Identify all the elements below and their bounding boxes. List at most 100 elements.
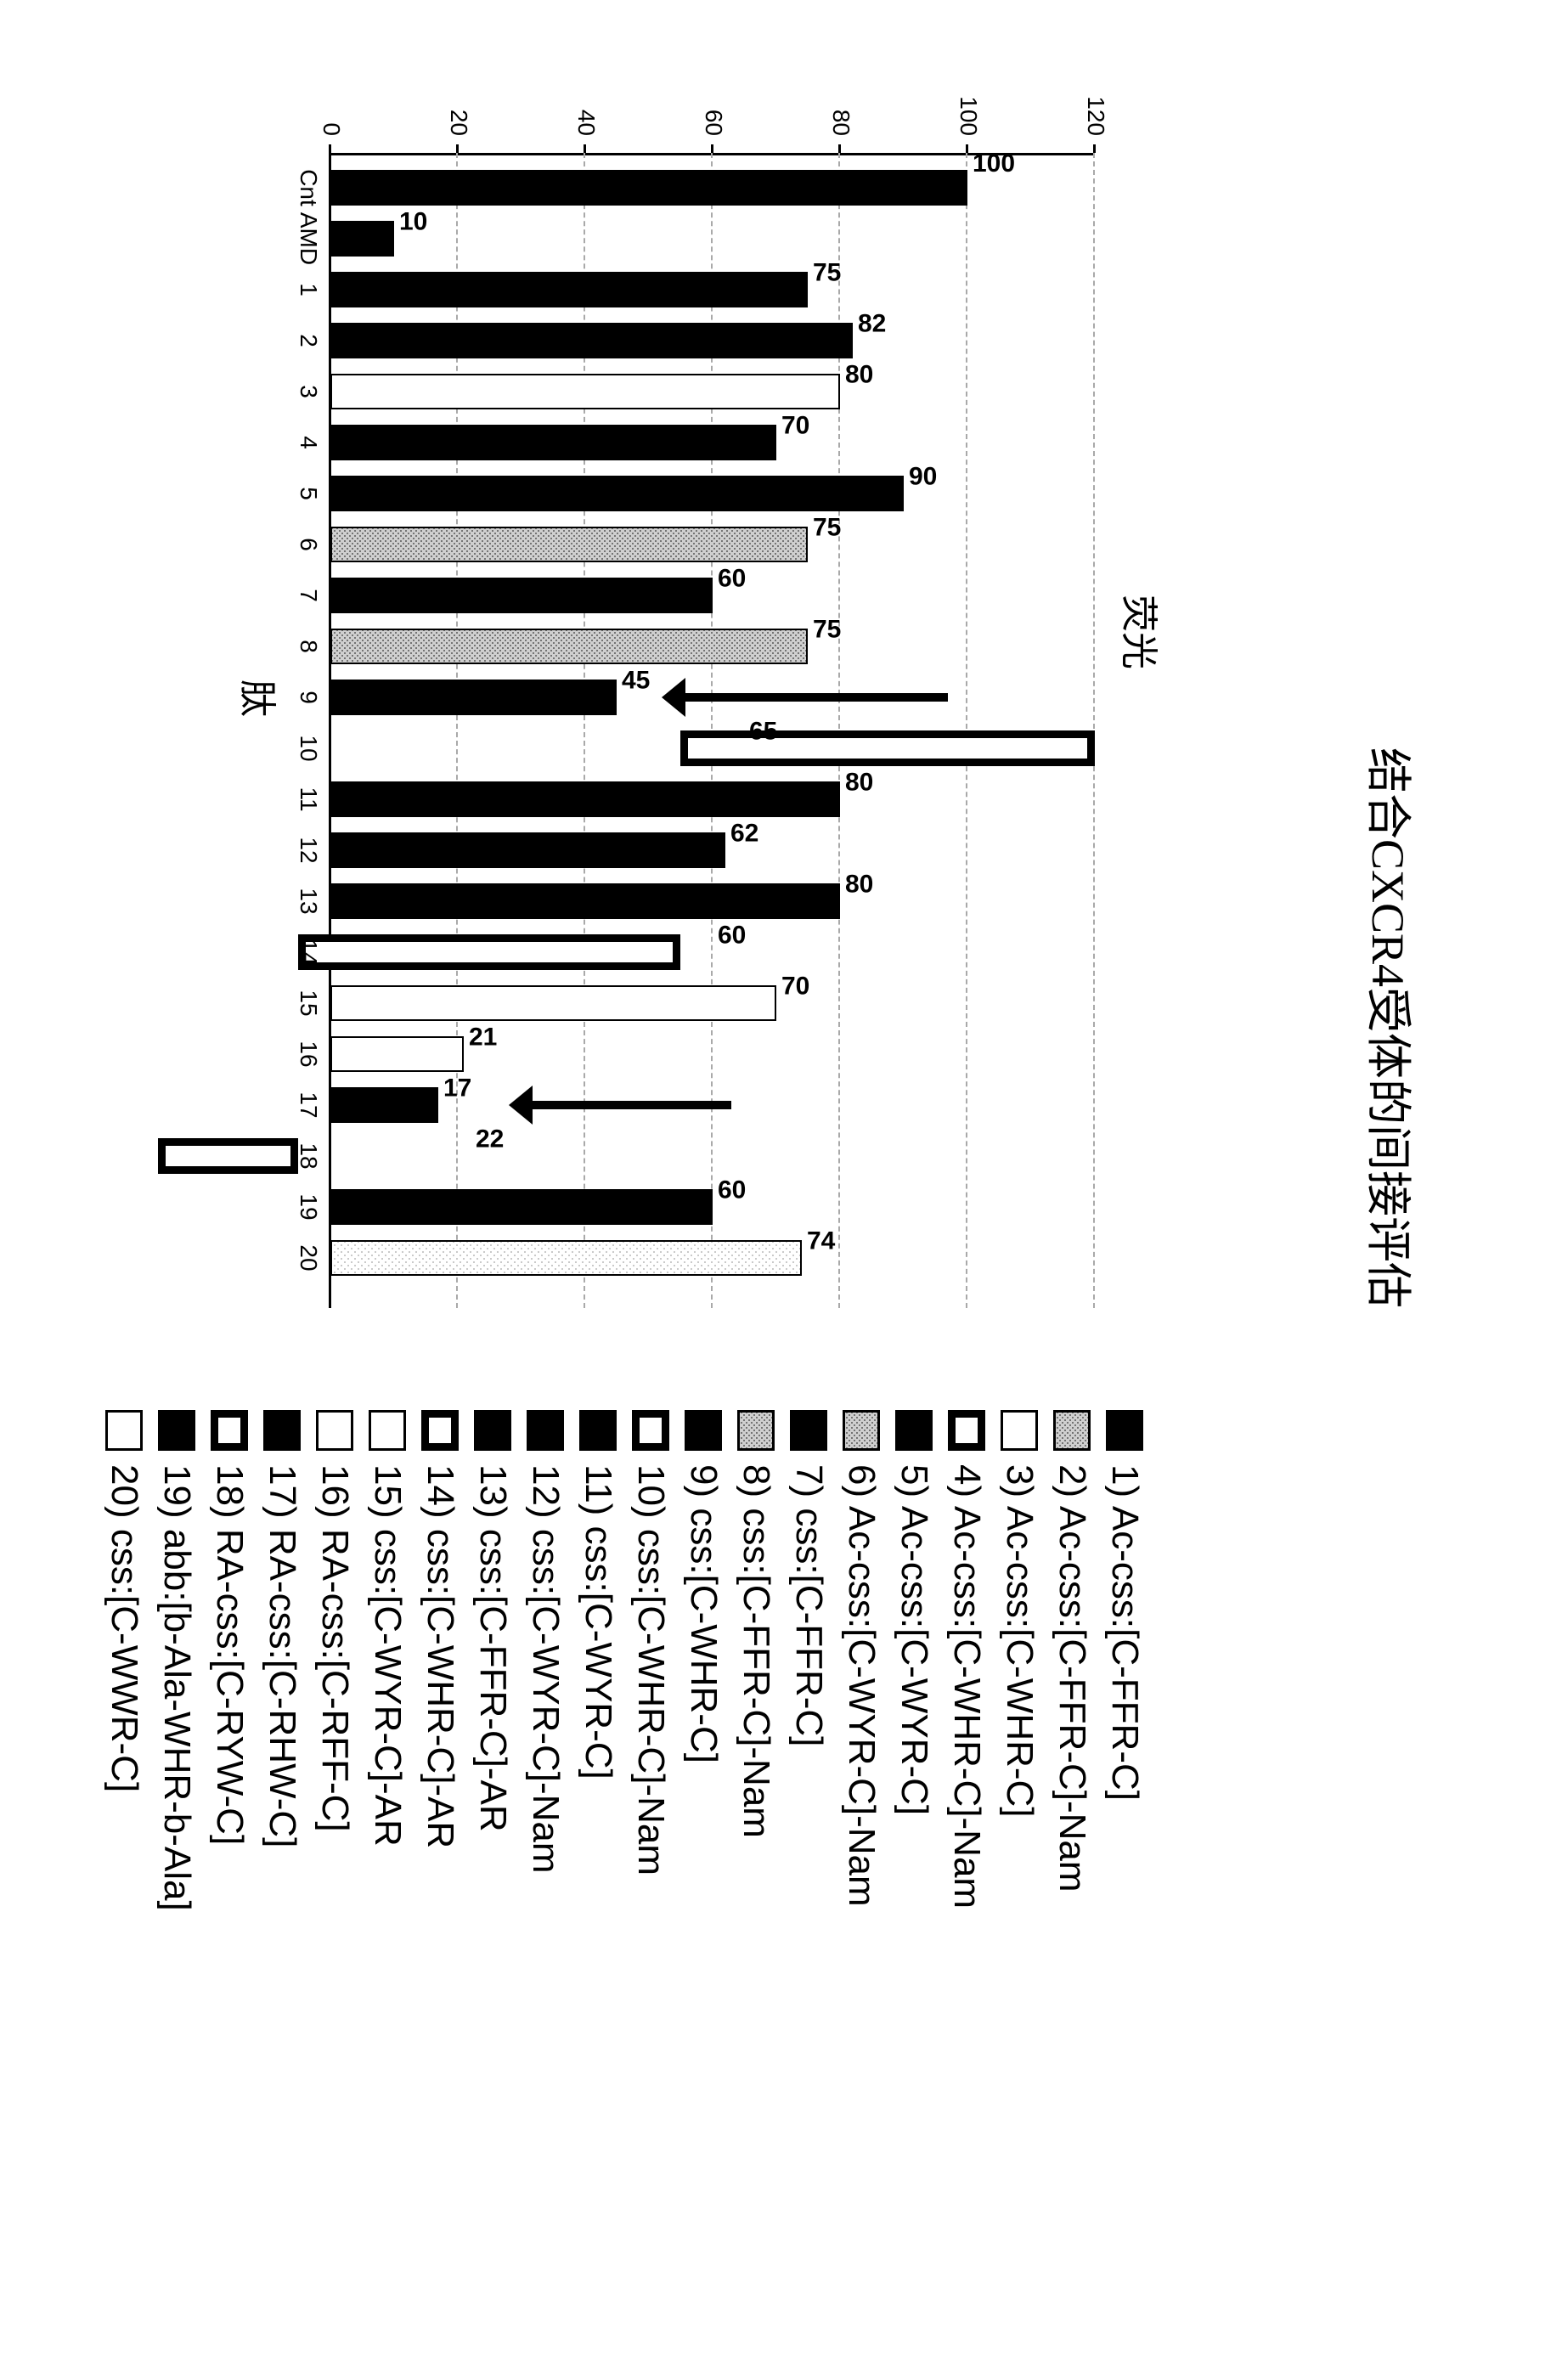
- legend-label: 19) abb:[b-Ala-WHR-b-Ala]: [155, 1464, 198, 1911]
- bar: [330, 832, 725, 868]
- legend-label: 5) Ac-css:[C-WYR-C]: [893, 1464, 935, 1815]
- legend-item: 1) Ac-css:[C-FFR-C]: [1103, 1410, 1146, 1801]
- bar: [330, 883, 840, 919]
- bar-value-label: 90: [909, 462, 937, 491]
- legend-label: 7) css:[C-FFR-C]: [787, 1464, 830, 1746]
- legend-item: 13) css:[C-FFR-C]-AR: [471, 1410, 514, 1832]
- legend-swatch-icon: [316, 1410, 353, 1451]
- y-tick-label: 120: [1083, 76, 1110, 136]
- legend-swatch-icon: [527, 1410, 564, 1451]
- bar-value-label: 75: [814, 513, 842, 542]
- legend-swatch-icon: [263, 1410, 301, 1451]
- legend-label: 4) Ac-css:[C-WHR-C]-Nam: [945, 1464, 988, 1909]
- legend-swatch-icon: [1053, 1410, 1091, 1451]
- bar: [330, 1036, 465, 1072]
- legend-label: 8) css:[C-FFR-C]-Nam: [735, 1464, 777, 1838]
- bar: [330, 680, 617, 715]
- bar: [330, 425, 776, 460]
- bar-value-label: 74: [807, 1227, 835, 1255]
- legend-label: 12) css:[C-WYR-C]-Nam: [524, 1464, 567, 1874]
- y-tick: [711, 144, 713, 153]
- bar-value-label: 60: [718, 564, 746, 593]
- legend-swatch-icon: [369, 1410, 406, 1451]
- y-tick-label: 100: [956, 76, 983, 136]
- legend-item: 4) Ac-css:[C-WHR-C]-Nam: [945, 1410, 988, 1909]
- bar: [330, 170, 967, 206]
- bar: [330, 1189, 713, 1225]
- bar: [330, 323, 853, 358]
- bar: [159, 1138, 299, 1174]
- bar-value-label: 75: [814, 615, 842, 644]
- y-tick-label: 20: [446, 76, 473, 136]
- bar-value-label: 65: [750, 717, 778, 746]
- bar: [681, 730, 1096, 766]
- legend-label: 3) Ac-css:[C-WHR-C]: [998, 1464, 1040, 1818]
- legend-swatch-icon: [685, 1410, 722, 1451]
- bar: [330, 781, 840, 817]
- legend-item: 10) css:[C-WHR-C]-Nam: [629, 1410, 672, 1875]
- y-tick: [456, 144, 459, 153]
- bar: [299, 934, 681, 970]
- legend-swatch-icon: [474, 1410, 511, 1451]
- legend-item: 14) css:[C-WHR-C]-AR: [419, 1410, 461, 1848]
- bar: [330, 578, 713, 613]
- legend-label: 13) css:[C-FFR-C]-AR: [471, 1464, 514, 1832]
- bar-value-label: 80: [845, 360, 873, 389]
- legend-item: 11) css:[C-WYR-C]: [577, 1410, 619, 1779]
- legend-item: 6) Ac-css:[C-WYR-C]-Nam: [840, 1410, 882, 1907]
- bar-value-label: 62: [730, 819, 758, 848]
- legend-label: 17) RA-css:[C-RHW-C]: [261, 1464, 303, 1847]
- legend-item: 16) RA-css:[C-RFF-C]: [313, 1410, 356, 1832]
- legend-swatch-icon: [158, 1410, 195, 1451]
- legend-swatch-icon: [421, 1410, 459, 1451]
- legend-label: 11) css:[C-WYR-C]: [577, 1464, 619, 1779]
- legend-label: 6) Ac-css:[C-WYR-C]-Nam: [840, 1464, 882, 1907]
- bar: [330, 1087, 439, 1123]
- bar-value-label: 75: [814, 258, 842, 287]
- bar: [330, 374, 840, 409]
- bar-value-label: 21: [470, 1023, 498, 1052]
- legend-swatch-icon: [632, 1410, 669, 1451]
- legend-swatch-icon: [948, 1410, 985, 1451]
- y-tick-label: 80: [828, 76, 855, 136]
- legend-label: 15) css:[C-WYR-C]-AR: [366, 1464, 409, 1847]
- legend-item: 18) RA-css:[C-RYW-C]: [208, 1410, 251, 1845]
- legend-item: 9) css:[C-WHR-C]: [682, 1410, 725, 1763]
- bar-value-label: 60: [718, 1176, 746, 1204]
- legend-item: 3) Ac-css:[C-WHR-C]: [998, 1410, 1040, 1818]
- bar: [330, 629, 809, 664]
- y-tick: [584, 144, 586, 153]
- y-tick: [329, 144, 331, 153]
- legend-label: 2) Ac-css:[C-FFR-C]-Nam: [1051, 1464, 1093, 1892]
- legend-swatch-icon: [843, 1410, 880, 1451]
- y-axis-label: 荧光: [1115, 595, 1170, 669]
- legend-swatch-icon: [1106, 1410, 1143, 1451]
- legend-swatch-icon: [790, 1410, 827, 1451]
- bar: [330, 527, 809, 562]
- legend-item: 8) css:[C-FFR-C]-Nam: [735, 1410, 777, 1838]
- x-tick-label: 20: [295, 1224, 322, 1292]
- legend-item: 12) css:[C-WYR-C]-Nam: [524, 1410, 567, 1874]
- y-tick-label: 0: [319, 76, 346, 136]
- arrow-head-icon: [509, 1086, 533, 1125]
- bar-value-label: 17: [444, 1074, 472, 1103]
- legend-label: 9) css:[C-WHR-C]: [682, 1464, 725, 1763]
- rotated-stage: 结合CXCR4受体的间接评估 荧光 020406080100120100Cnt1…: [0, 0, 1545, 2380]
- bar-value-label: 45: [623, 666, 651, 695]
- legend-swatch-icon: [895, 1410, 933, 1451]
- legend-item: 15) css:[C-WYR-C]-AR: [366, 1410, 409, 1847]
- bar-value-label: 10: [399, 207, 427, 236]
- legend-label: 10) css:[C-WHR-C]-Nam: [629, 1464, 672, 1875]
- legend-label: 1) Ac-css:[C-FFR-C]: [1103, 1464, 1146, 1801]
- legend-item: 7) css:[C-FFR-C]: [787, 1410, 830, 1746]
- arrow-head-icon: [662, 678, 685, 717]
- legend-label: 16) RA-css:[C-RFF-C]: [313, 1464, 356, 1832]
- y-tick-label: 60: [701, 76, 728, 136]
- bar-value-label: 82: [858, 309, 886, 338]
- bar-value-label: 22: [476, 1125, 504, 1153]
- chart-area: 020406080100120100Cnt10AMD75182280370490…: [330, 153, 1095, 1308]
- arrow-shaft: [685, 693, 949, 702]
- bar: [330, 1240, 802, 1276]
- legend-swatch-icon: [105, 1410, 143, 1451]
- legend-label: 20) css:[C-WWR-C]: [103, 1464, 145, 1792]
